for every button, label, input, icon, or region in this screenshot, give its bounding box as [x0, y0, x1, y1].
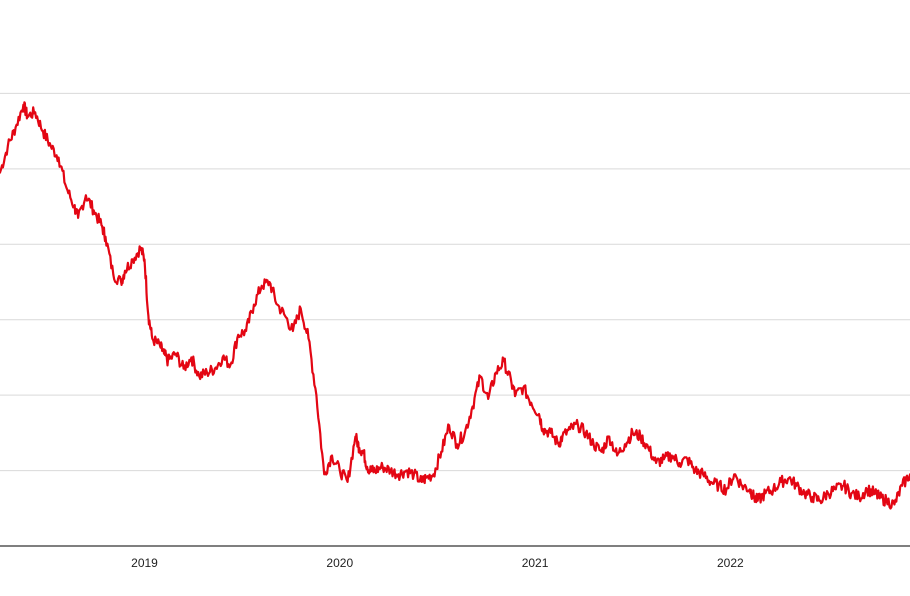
x-tick-label-2020: 2020 — [326, 556, 353, 570]
y-gridlines — [0, 92, 910, 472]
x-tick-labels: 2019 2020 2021 2022 — [131, 556, 744, 570]
series-line-0 — [0, 101, 910, 510]
x-tick-label-2019: 2019 — [131, 556, 158, 570]
x-tick-label-2022: 2022 — [717, 556, 744, 570]
x-tick-label-2021: 2021 — [522, 556, 549, 570]
series-group — [0, 101, 910, 510]
